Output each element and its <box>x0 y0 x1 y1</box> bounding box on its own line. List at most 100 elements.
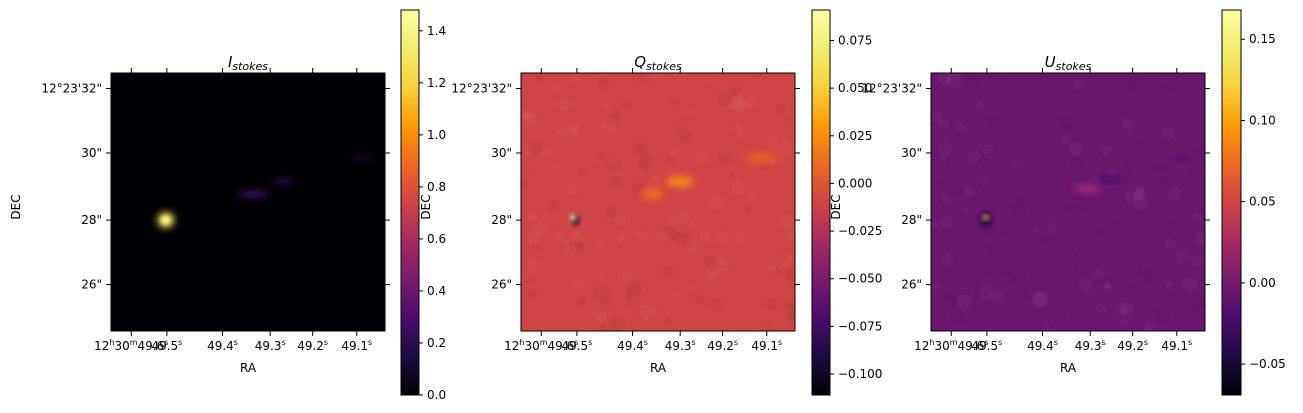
dec-tick-label: 30" <box>491 146 512 160</box>
noise-speck <box>614 215 625 226</box>
noise-speck <box>747 190 756 199</box>
noise-speck <box>765 323 772 330</box>
noise-speck <box>675 126 682 133</box>
noise-speck <box>666 155 677 166</box>
noise-speck <box>733 98 747 112</box>
noise-speck <box>1057 123 1070 136</box>
noise-speck <box>999 230 1009 240</box>
noise-speck <box>607 114 621 128</box>
noise-speck <box>1172 216 1187 231</box>
noise-speck <box>603 104 609 110</box>
noise-speck <box>1119 318 1128 327</box>
noise-speck <box>1015 286 1029 300</box>
noise-speck <box>671 97 680 106</box>
noise-speck <box>950 184 964 198</box>
noise-speck <box>933 283 940 290</box>
noise-speck <box>1095 228 1107 240</box>
noise-speck <box>1033 226 1039 232</box>
ra-tick-label: 49.5s <box>151 338 182 353</box>
noise-speck <box>605 207 616 218</box>
noise-speck <box>664 317 673 326</box>
noise-speck <box>951 204 958 211</box>
noise-speck <box>647 176 661 190</box>
noise-speck <box>1096 303 1106 313</box>
image-background <box>931 73 1205 331</box>
colorbar-gradient <box>812 10 830 395</box>
y-axis-label: DEC <box>829 194 843 219</box>
noise-speck <box>981 180 988 187</box>
colorbar-tick-label: 0.075 <box>838 33 872 47</box>
ra-tick-label: 49.4s <box>207 338 238 353</box>
noise-speck <box>1161 127 1174 140</box>
noise-speck <box>964 74 980 90</box>
noise-speck <box>968 151 980 163</box>
noise-speck <box>729 171 736 178</box>
colorbar-frame <box>400 9 420 396</box>
chart-title: Istokes <box>228 53 268 73</box>
noise-speck <box>942 230 951 239</box>
noise-speck <box>1137 265 1152 280</box>
noise-speck <box>597 271 605 279</box>
noise-speck <box>1162 79 1178 95</box>
noise-speck <box>641 231 650 240</box>
noise-speck <box>1122 117 1135 130</box>
noise-speck <box>979 285 994 300</box>
noise-speck <box>786 231 796 241</box>
noise-speck <box>527 259 540 272</box>
noise-speck <box>744 207 752 215</box>
colorbar-tick-label: 0.2 <box>427 336 446 350</box>
noise-speck <box>1046 222 1056 232</box>
colorbar-tick-label: 0.8 <box>427 180 446 194</box>
noise-speck <box>705 256 719 270</box>
noise-speck <box>606 157 620 171</box>
noise-speck <box>676 210 690 224</box>
noise-speck <box>518 178 529 189</box>
noise-speck <box>1157 165 1165 173</box>
noise-speck <box>998 264 1010 276</box>
dec-tick-label: 28" <box>81 213 102 227</box>
noise-speck <box>562 239 570 247</box>
noise-speck <box>595 311 607 323</box>
noise-speck <box>610 316 625 331</box>
noise-speck <box>940 216 953 229</box>
noise-speck <box>669 147 679 157</box>
y-axis-label: DEC <box>419 194 433 219</box>
noise-speck <box>529 213 536 220</box>
noise-speck <box>622 99 632 109</box>
noise-speck <box>672 231 686 245</box>
noise-speck <box>1144 321 1155 332</box>
noise-speck <box>1182 251 1197 266</box>
noise-speck <box>987 116 1001 130</box>
noise-speck <box>780 214 795 229</box>
noise-speck <box>557 128 565 136</box>
noise-speck <box>1167 186 1182 201</box>
noise-speck <box>1056 311 1067 322</box>
image-emission <box>933 74 1206 335</box>
colorbar-tick-label: 0.000 <box>838 176 872 190</box>
dec-tick-label: 28" <box>491 213 512 227</box>
emission-feature <box>161 216 170 224</box>
noise-speck <box>1094 269 1105 280</box>
noise-speck <box>522 111 531 120</box>
colorbar-tick-label: 0.10 <box>1249 113 1276 127</box>
noise-speck <box>1068 142 1082 156</box>
noise-speck <box>694 294 704 304</box>
noise-speck <box>609 176 622 189</box>
emission-feature <box>978 212 993 228</box>
noise-speck <box>957 295 973 311</box>
emission-feature <box>349 155 377 162</box>
noise-speck <box>1193 303 1206 316</box>
ra-tick-label: 49.1s <box>341 338 372 353</box>
noise-speck <box>1042 325 1052 335</box>
noise-speck <box>710 78 717 85</box>
colorbar-tick-label: −0.05 <box>1249 357 1286 371</box>
emission-feature <box>666 176 694 187</box>
image-emission <box>518 75 796 331</box>
noise-speck <box>571 75 581 85</box>
noise-speck <box>1104 281 1112 289</box>
colorbar-tick-label: 0.05 <box>1249 195 1276 209</box>
noise-speck <box>1156 177 1163 184</box>
